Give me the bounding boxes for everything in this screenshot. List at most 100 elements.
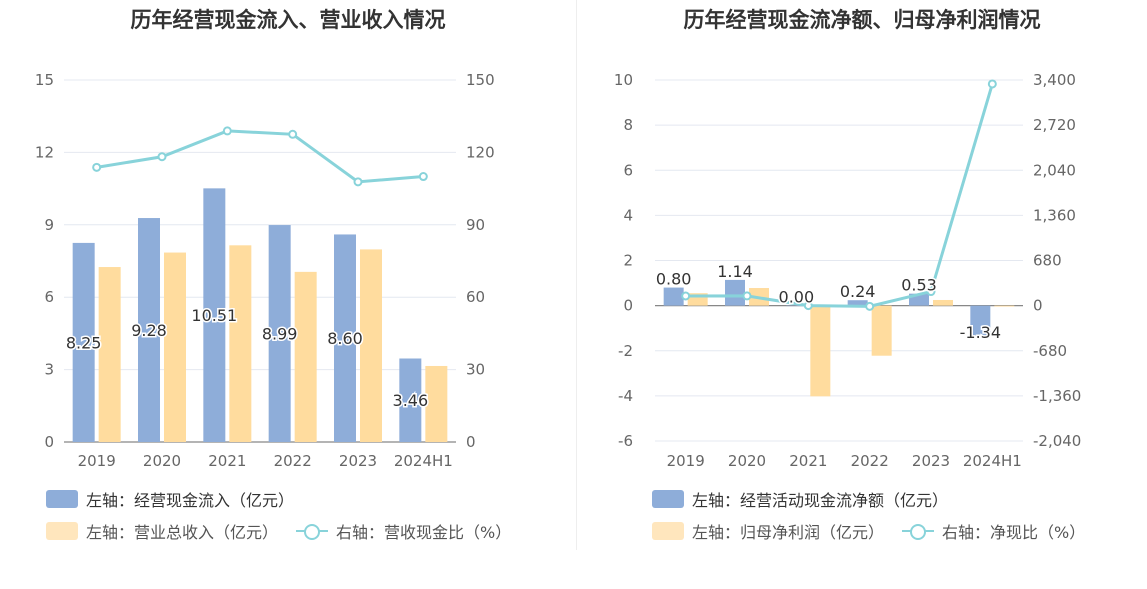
data-label: 10.51 xyxy=(191,306,237,325)
bar-series-0 xyxy=(909,293,929,306)
legend-label: 左轴：经营现金流入（亿元） xyxy=(86,491,295,510)
data-label: 0.80 xyxy=(656,270,692,289)
y-left-tick-label: 0 xyxy=(623,297,633,315)
bar-series-1 xyxy=(810,305,831,397)
y-right-tick-label: 1,360 xyxy=(1033,206,1076,224)
legend-label: 左轴：营业总收入（亿元） xyxy=(86,523,279,542)
bar-series-1 xyxy=(229,245,252,442)
bar-series-1 xyxy=(360,249,382,442)
legend-label: 左轴：归母净利润（亿元） xyxy=(692,523,885,542)
bar-series-1 xyxy=(994,305,1015,307)
legend-item-series-1[interactable]: 左轴：营业总收入（亿元） xyxy=(46,519,278,543)
x-tick-label: 2024H1 xyxy=(963,452,1022,470)
y-left-tick-label: 12 xyxy=(35,143,54,161)
y-left-tick-label: 2 xyxy=(623,252,633,270)
x-tick-label: 2022 xyxy=(851,452,889,470)
y-left-tick-label: -6 xyxy=(618,432,633,450)
legend-label: 右轴：营收现金比（%） xyxy=(336,523,512,542)
y-right-tick-label: 150 xyxy=(466,71,495,89)
x-tick-label: 2021 xyxy=(789,452,827,470)
y-left-tick-label: -4 xyxy=(618,387,633,405)
legend-swatch xyxy=(652,490,684,508)
bar-series-1 xyxy=(294,271,317,442)
chart-title: 历年经营现金流净额、归母净利润情况 xyxy=(683,8,1041,32)
y-right-tick-label: 90 xyxy=(466,216,485,234)
legend-label: 左轴：经营活动现金流净额（亿元） xyxy=(692,491,949,510)
legend-swatch xyxy=(46,490,78,508)
bar-series-1 xyxy=(425,365,448,442)
y-left-tick-label: 3 xyxy=(44,361,54,379)
bar-series-1 xyxy=(933,299,953,306)
bar-series-0 xyxy=(663,287,684,306)
y-left-tick-label: 6 xyxy=(623,161,633,179)
legend-item-series-2[interactable]: 右轴：营收现金比（%） xyxy=(296,519,511,543)
line-point xyxy=(926,287,936,297)
data-label: 0.00 xyxy=(779,288,815,307)
bar-series-1 xyxy=(98,267,121,442)
line-point xyxy=(418,172,428,182)
line-series xyxy=(96,129,424,184)
y-right-tick-label: -680 xyxy=(1033,342,1067,360)
bar-series-0 xyxy=(203,188,226,442)
y-left-tick-label: 6 xyxy=(44,288,54,306)
legend-item-series-1[interactable]: 左轴：归母净利润（亿元） xyxy=(652,519,884,543)
line-point xyxy=(92,162,102,172)
legend-item-series-2[interactable]: 右轴：净现比（%） xyxy=(902,519,1085,543)
x-tick-label: 2021 xyxy=(208,452,246,470)
data-label: 8.60 xyxy=(327,329,363,348)
line-point xyxy=(353,177,363,187)
x-tick-label: 2019 xyxy=(78,452,116,470)
data-label: 3.46 xyxy=(393,391,429,410)
data-label: 1.14 xyxy=(717,262,753,281)
x-tick-label: 2023 xyxy=(339,452,377,470)
bar-series-0 xyxy=(725,279,745,306)
legend-line-marker xyxy=(902,522,934,540)
data-label: 8.99 xyxy=(262,325,298,344)
chart-plot: -6 -4 -2 0 2 4 6 8 10 -2,040 -1,360 -680 0 680 1,360 2,… xyxy=(614,71,1081,470)
chart-title: 历年经营现金流入、营业收入情况 xyxy=(130,8,446,32)
legend-swatch xyxy=(46,522,78,540)
line-series xyxy=(685,83,994,308)
bar-series-0 xyxy=(268,225,291,442)
data-label: 9.28 xyxy=(131,321,167,340)
y-right-tick-label: 680 xyxy=(1033,252,1062,270)
y-right-tick-label: 60 xyxy=(466,288,485,306)
data-label: 0.24 xyxy=(840,282,876,301)
data-label: 0.53 xyxy=(901,276,937,295)
y-left-tick-label: 0 xyxy=(44,433,54,451)
y-left-tick-label: 4 xyxy=(623,206,633,224)
y-right-tick-label: -1,360 xyxy=(1033,387,1081,405)
legend-line-marker xyxy=(296,522,328,540)
line-point xyxy=(157,152,167,162)
y-right-tick-label: 0 xyxy=(1033,297,1043,315)
line-point xyxy=(222,126,232,136)
bar-series-0 xyxy=(399,358,422,442)
data-label: 8.25 xyxy=(66,333,102,352)
chart-panel-netcash-profit: 历年经营现金流净额、归母净利润情况 -6 -4 -2 0 2 4 6 8 10 -2,040 -1,… xyxy=(577,0,1147,589)
y-left-tick-label: 8 xyxy=(623,116,633,134)
legend-item-series-0[interactable]: 左轴：经营现金流入（亿元） xyxy=(46,487,294,511)
x-tick-label: 2024H1 xyxy=(394,452,453,470)
x-tick-label: 2023 xyxy=(912,452,950,470)
bar-series-0 xyxy=(847,300,868,306)
bar-series-0 xyxy=(786,305,807,307)
legend-label: 右轴：净现比（%） xyxy=(942,523,1086,542)
y-left-tick-label: 15 xyxy=(35,71,54,89)
chart-panel-cashflow-revenue: 历年经营现金流入、营业收入情况 0 3 6 9 12 15 0 30 60 90 120 150 201… xyxy=(35,8,511,543)
data-label: -1.34 xyxy=(960,323,1001,342)
line-point xyxy=(288,129,298,139)
legend-swatch xyxy=(652,522,684,540)
y-left-tick-label: 10 xyxy=(614,71,633,89)
bar-series-0 xyxy=(970,305,991,336)
legend-item-series-0[interactable]: 左轴：经营活动现金流净额（亿元） xyxy=(652,487,948,511)
x-tick-label: 2019 xyxy=(667,452,705,470)
panel-divider xyxy=(576,0,577,550)
bar-series-0 xyxy=(72,242,95,442)
bar-series-1 xyxy=(871,305,892,356)
line-point xyxy=(987,79,997,89)
x-tick-label: 2020 xyxy=(143,452,181,470)
x-tick-label: 2020 xyxy=(728,452,766,470)
line-point xyxy=(742,291,752,301)
bar-series-0 xyxy=(138,218,160,442)
line-point xyxy=(803,301,813,311)
